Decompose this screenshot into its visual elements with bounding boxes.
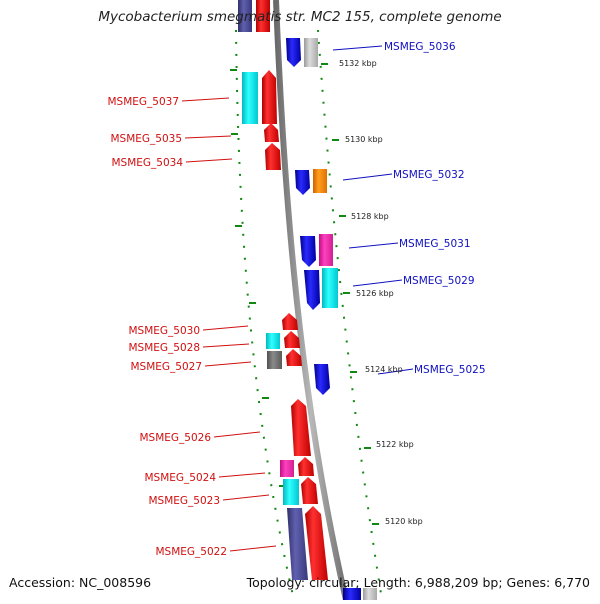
gene-5023-red xyxy=(301,477,318,504)
gene-label-msmeg-5026[interactable]: MSMEG_5026 xyxy=(139,432,211,444)
gene-label-msmeg-5037[interactable]: MSMEG_5037 xyxy=(107,96,179,108)
kbp-label: 5130 kbp xyxy=(345,135,383,144)
gene-label-msmeg-5022[interactable]: MSMEG_5022 xyxy=(155,546,227,558)
gene-5029-cyan xyxy=(322,268,338,308)
gene-5037-cyan xyxy=(242,72,258,124)
gene-5036-grey xyxy=(304,38,318,67)
map-title: Mycobacterium smegmatis str. MC2 155, co… xyxy=(98,9,502,25)
gene-label-msmeg-5027[interactable]: MSMEG_5027 xyxy=(130,361,202,373)
gene-5036 xyxy=(286,38,301,67)
gene-label-msmeg-5035[interactable]: MSMEG_5035 xyxy=(110,133,182,145)
gene-5034 xyxy=(265,143,281,170)
gene-5024-red xyxy=(298,457,314,476)
gene-label-msmeg-5023[interactable]: MSMEG_5023 xyxy=(148,495,220,507)
gene-label-msmeg-5028[interactable]: MSMEG_5028 xyxy=(128,342,200,354)
inner-gc-ring xyxy=(235,29,295,601)
gene-5027-red xyxy=(286,349,302,366)
gene-label-msmeg-5036[interactable]: MSMEG_5036 xyxy=(384,41,456,53)
gene-5024-magenta xyxy=(280,460,294,477)
gene-label-msmeg-5034[interactable]: MSMEG_5034 xyxy=(111,157,183,169)
kbp-label: 5128 kbp xyxy=(351,212,389,221)
gene-5030 xyxy=(282,313,298,330)
forward-strand-genes xyxy=(286,38,338,395)
gene-label-msmeg-5031[interactable]: MSMEG_5031 xyxy=(399,238,471,250)
gene-5028-cyan xyxy=(266,333,280,349)
gene-label-msmeg-5025[interactable]: MSMEG_5025 xyxy=(414,364,486,376)
gene-5029 xyxy=(304,270,320,310)
gene-label-msmeg-5030[interactable]: MSMEG_5030 xyxy=(128,325,200,337)
gene-5023-cyan xyxy=(283,479,299,505)
outer-gc-ring xyxy=(317,29,383,601)
gene-partial-bottom-1 xyxy=(343,588,361,600)
gene-label-msmeg-5029[interactable]: MSMEG_5029 xyxy=(403,275,475,287)
kbp-label: 5120 kbp xyxy=(385,517,423,526)
kbp-labels: 5132 kbp 5130 kbp 5128 kbp 5126 kbp 5124… xyxy=(339,59,423,526)
gene-5031-magenta xyxy=(319,234,333,266)
gene-5028-red xyxy=(284,331,300,348)
gene-partial-top-1 xyxy=(238,0,252,32)
gene-5022-red xyxy=(305,506,328,580)
gene-5027-grey xyxy=(267,351,282,369)
accession-text: Accession: NC_008596 xyxy=(9,575,152,590)
gene-5032 xyxy=(295,170,310,195)
genome-summary-text: Topology: circular; Length: 6,988,209 bp… xyxy=(246,575,590,590)
kbp-label: 5132 kbp xyxy=(339,59,377,68)
scale-ticks xyxy=(230,63,379,525)
forward-leaders xyxy=(332,45,414,375)
reverse-leaders xyxy=(181,97,277,552)
forward-gene-labels: MSMEG_5036 MSMEG_5032 MSMEG_5031 MSMEG_5… xyxy=(384,41,486,376)
gene-5025 xyxy=(314,364,330,395)
genome-backbone xyxy=(273,0,349,601)
gene-5037-red xyxy=(262,70,277,124)
gene-partial-bottom-2 xyxy=(363,588,377,600)
gene-5022-purple xyxy=(287,508,308,580)
kbp-label: 5124 kbp xyxy=(365,365,403,374)
gene-5026 xyxy=(291,399,311,456)
gene-partial-top-2 xyxy=(256,0,270,32)
gene-label-msmeg-5024[interactable]: MSMEG_5024 xyxy=(144,472,216,484)
reverse-strand-genes xyxy=(242,70,328,580)
gene-label-msmeg-5032[interactable]: MSMEG_5032 xyxy=(393,169,465,181)
reverse-gene-labels: MSMEG_5037 MSMEG_5035 MSMEG_5034 MSMEG_5… xyxy=(107,96,227,558)
kbp-label: 5126 kbp xyxy=(356,289,394,298)
gene-5035 xyxy=(264,123,279,142)
gene-5032-orange xyxy=(313,169,327,193)
kbp-label: 5122 kbp xyxy=(376,440,414,449)
gene-5031 xyxy=(300,236,316,267)
